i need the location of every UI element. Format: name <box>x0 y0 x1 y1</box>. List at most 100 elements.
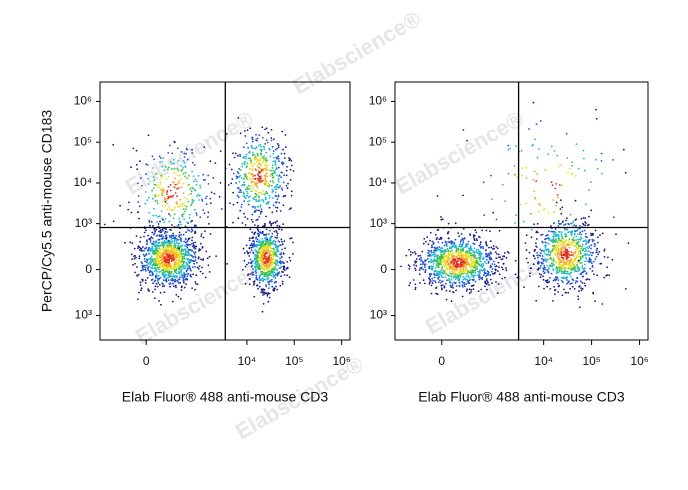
event-dot <box>141 184 143 187</box>
event-dot <box>156 280 159 282</box>
event-dot <box>275 166 278 169</box>
event-dot <box>178 278 181 281</box>
event-dot <box>265 151 268 154</box>
event-dot <box>539 267 541 270</box>
event-dot <box>244 160 247 163</box>
event-dot <box>501 277 504 280</box>
event-dot <box>244 188 247 191</box>
event-dot <box>176 195 179 198</box>
event-dot <box>477 273 480 276</box>
event-dot <box>567 231 570 234</box>
event-dot <box>549 225 552 228</box>
event-dot <box>158 238 161 241</box>
event-dot <box>561 184 563 187</box>
y-tick-label: 10⁴ <box>368 175 387 189</box>
event-dot <box>414 286 417 289</box>
event-dot <box>438 238 441 241</box>
event-dot <box>161 229 164 232</box>
event-dot <box>440 284 443 287</box>
event-dot <box>577 295 579 298</box>
event-dot <box>495 257 498 259</box>
event-dot <box>507 252 510 254</box>
event-dot <box>502 263 505 265</box>
event-dot <box>147 134 150 137</box>
event-dot <box>194 178 197 181</box>
event-dot <box>624 288 627 290</box>
event-dot <box>278 271 280 273</box>
event-dot <box>247 262 250 264</box>
event-dot <box>261 126 264 129</box>
event-dot <box>150 261 153 264</box>
event-dot <box>198 248 201 251</box>
event-dot <box>496 247 499 250</box>
event-dot <box>593 242 596 245</box>
event-dot <box>290 164 293 167</box>
event-dot <box>457 253 459 256</box>
event-dot <box>485 262 488 265</box>
event-dot <box>241 222 244 224</box>
event-dot <box>157 282 160 284</box>
event-dot <box>587 254 590 257</box>
event-dot <box>166 270 169 273</box>
event-dot <box>150 255 153 258</box>
event-dot <box>198 194 201 197</box>
event-dot <box>173 239 176 242</box>
event-dot <box>516 276 519 279</box>
event-dot <box>447 237 450 240</box>
event-dot <box>575 143 578 146</box>
event-dot <box>560 212 563 215</box>
event-dot <box>274 163 277 166</box>
event-dot <box>149 224 151 227</box>
event-dot <box>199 184 202 187</box>
event-dot <box>538 261 541 264</box>
event-dot <box>566 279 568 281</box>
event-dot <box>537 268 540 271</box>
event-dot <box>432 280 434 282</box>
event-dot <box>285 169 288 172</box>
event-dot <box>173 159 175 161</box>
event-dot <box>577 259 580 262</box>
event-dot <box>560 164 562 167</box>
event-dot <box>195 184 198 186</box>
event-dot <box>441 280 444 283</box>
event-dot <box>232 191 235 194</box>
event-dot <box>465 290 468 292</box>
event-dot <box>570 251 573 254</box>
event-dot <box>565 219 567 222</box>
event-dot <box>257 255 260 257</box>
event-dot <box>575 257 578 259</box>
event-dot <box>146 199 149 202</box>
event-dot <box>468 282 471 285</box>
event-dot <box>166 251 169 254</box>
event-dot <box>157 223 160 225</box>
event-dot <box>263 174 266 177</box>
event-dot <box>595 158 598 161</box>
event-dot <box>255 219 258 222</box>
event-dot <box>180 237 183 240</box>
event-dot <box>248 237 251 240</box>
event-dot <box>266 295 269 297</box>
event-dot <box>548 237 551 240</box>
event-dot <box>144 260 146 263</box>
event-dot <box>186 275 189 277</box>
event-dot <box>585 222 587 224</box>
event-dot <box>277 240 280 243</box>
event-dot <box>573 257 576 260</box>
event-dot <box>562 261 565 264</box>
event-dot <box>173 241 176 243</box>
event-dot <box>471 278 474 281</box>
event-dot <box>259 167 262 170</box>
event-dot <box>132 264 134 266</box>
event-dot <box>454 272 457 275</box>
event-dot <box>275 230 278 232</box>
event-dot <box>561 270 563 272</box>
event-dot <box>429 272 431 275</box>
event-dot <box>165 199 168 202</box>
event-dot <box>585 203 587 206</box>
event-dot <box>236 201 239 204</box>
event-dot <box>603 248 606 251</box>
event-dot <box>568 244 570 247</box>
event-dot <box>276 232 279 235</box>
event-dot <box>409 251 412 253</box>
event-dot <box>491 198 493 201</box>
